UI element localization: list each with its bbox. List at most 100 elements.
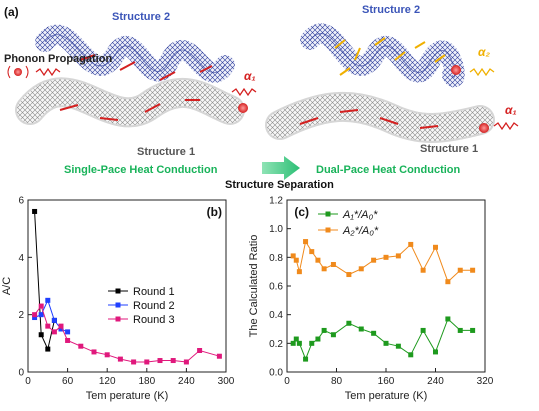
data-point	[32, 208, 38, 214]
series-line	[34, 211, 55, 351]
x-tick-label: 300	[218, 376, 235, 387]
y-axis-label: A/C	[1, 277, 13, 295]
data-point	[445, 316, 451, 322]
data-point	[395, 343, 401, 349]
data-point	[131, 359, 137, 365]
data-point	[32, 315, 38, 321]
data-point	[315, 336, 321, 342]
y-tick-label: 2	[18, 310, 24, 321]
separation-arrow-icon	[262, 156, 300, 180]
data-point	[197, 348, 203, 353]
data-point	[395, 253, 401, 259]
phonon-arrows-right	[299, 109, 439, 129]
phonon-arrows-yellow	[334, 37, 446, 76]
legend-label: Round 3	[133, 314, 175, 326]
legend-label: A₂*/A₀*	[342, 225, 379, 237]
data-point	[293, 336, 299, 342]
data-point	[58, 323, 64, 329]
data-point	[144, 359, 150, 365]
y-tick-label: 1.2	[269, 196, 283, 207]
x-tick-label: 60	[62, 376, 74, 387]
data-point	[330, 262, 336, 267]
structure2-right-label: Structure 2	[362, 4, 420, 16]
data-point	[420, 327, 426, 333]
legend-marker	[325, 211, 331, 217]
y-tick-label: 4	[18, 253, 24, 264]
data-point	[420, 267, 426, 273]
data-point	[216, 353, 222, 359]
data-point	[321, 327, 327, 333]
data-point	[371, 257, 377, 263]
x-tick-label: 320	[477, 376, 494, 387]
data-point	[65, 337, 71, 343]
chart-b: 0 60 120 180 240 300 0 2 4 6 Tem perature (K) A/C (b…	[1, 196, 235, 403]
x-tick-label: 0	[284, 376, 290, 387]
panel-label: (c)	[294, 205, 309, 219]
data-point	[78, 343, 84, 349]
alpha2-right: α₂	[478, 45, 490, 59]
y-tick-label: 1.0	[269, 224, 283, 235]
phonon-ball-right-top	[451, 65, 461, 75]
structure-separation-label: Structure Separation	[225, 179, 334, 191]
x-tick-label: 80	[331, 376, 343, 387]
x-axis-label: Tem perature (K)	[345, 390, 428, 402]
x-tick-label: 180	[138, 376, 155, 387]
data-point	[104, 352, 110, 358]
y-tick-label: 0.2	[269, 339, 283, 350]
data-point	[157, 358, 163, 364]
alpha1-right: α₁	[505, 103, 517, 117]
data-point	[315, 257, 321, 263]
plot-frame	[27, 199, 227, 373]
data-point	[38, 332, 44, 338]
data-point	[91, 349, 97, 355]
data-point	[358, 266, 364, 272]
data-point	[309, 249, 315, 255]
data-point	[445, 279, 451, 285]
panel-a-label: (a)	[4, 5, 19, 19]
x-tick-label: 240	[427, 376, 444, 387]
data-point	[408, 352, 414, 358]
data-point	[457, 267, 463, 273]
data-point	[45, 323, 51, 329]
legend-marker	[115, 316, 121, 322]
data-point	[383, 254, 389, 260]
data-point	[358, 326, 364, 332]
y-axis-label: The Calculated Ratio	[248, 235, 260, 338]
data-point	[290, 253, 296, 259]
legend-marker	[115, 288, 121, 294]
legend-label: Round 1	[133, 286, 175, 298]
data-point	[38, 303, 44, 309]
data-point	[65, 329, 71, 335]
y-tick-label: 0.8	[269, 253, 283, 264]
x-tick-label: 160	[378, 376, 395, 387]
x-axis-label: Tem perature (K)	[86, 390, 169, 402]
data-point	[321, 266, 327, 272]
data-point	[470, 267, 476, 273]
data-point	[51, 329, 57, 335]
data-point	[296, 269, 302, 275]
y-tick-label: 6	[18, 196, 24, 207]
series-line	[34, 305, 220, 363]
tube-structure1-left-mesh	[17, 79, 243, 126]
data-point	[303, 239, 309, 245]
data-point	[457, 327, 463, 333]
legend-marker	[115, 302, 121, 308]
data-point	[45, 297, 51, 303]
legend-label: A₁*/A₀*	[342, 209, 378, 221]
data-point	[346, 320, 352, 326]
data-point	[383, 340, 389, 346]
y-tick-label: 0.0	[269, 368, 283, 379]
data-point	[433, 349, 438, 355]
phonon-source-icon	[14, 68, 22, 76]
legend-label: Round 2	[133, 300, 175, 312]
data-point	[371, 330, 377, 336]
data-point	[38, 312, 44, 318]
x-tick-label: 240	[178, 376, 195, 387]
x-tick-label: 120	[99, 376, 116, 387]
y-tick-label: 0.6	[269, 282, 283, 293]
tube-structure1-right-mesh	[267, 93, 493, 141]
plot-frame	[286, 199, 486, 373]
data-point	[433, 244, 438, 250]
data-point	[51, 317, 57, 323]
data-point	[32, 312, 38, 318]
